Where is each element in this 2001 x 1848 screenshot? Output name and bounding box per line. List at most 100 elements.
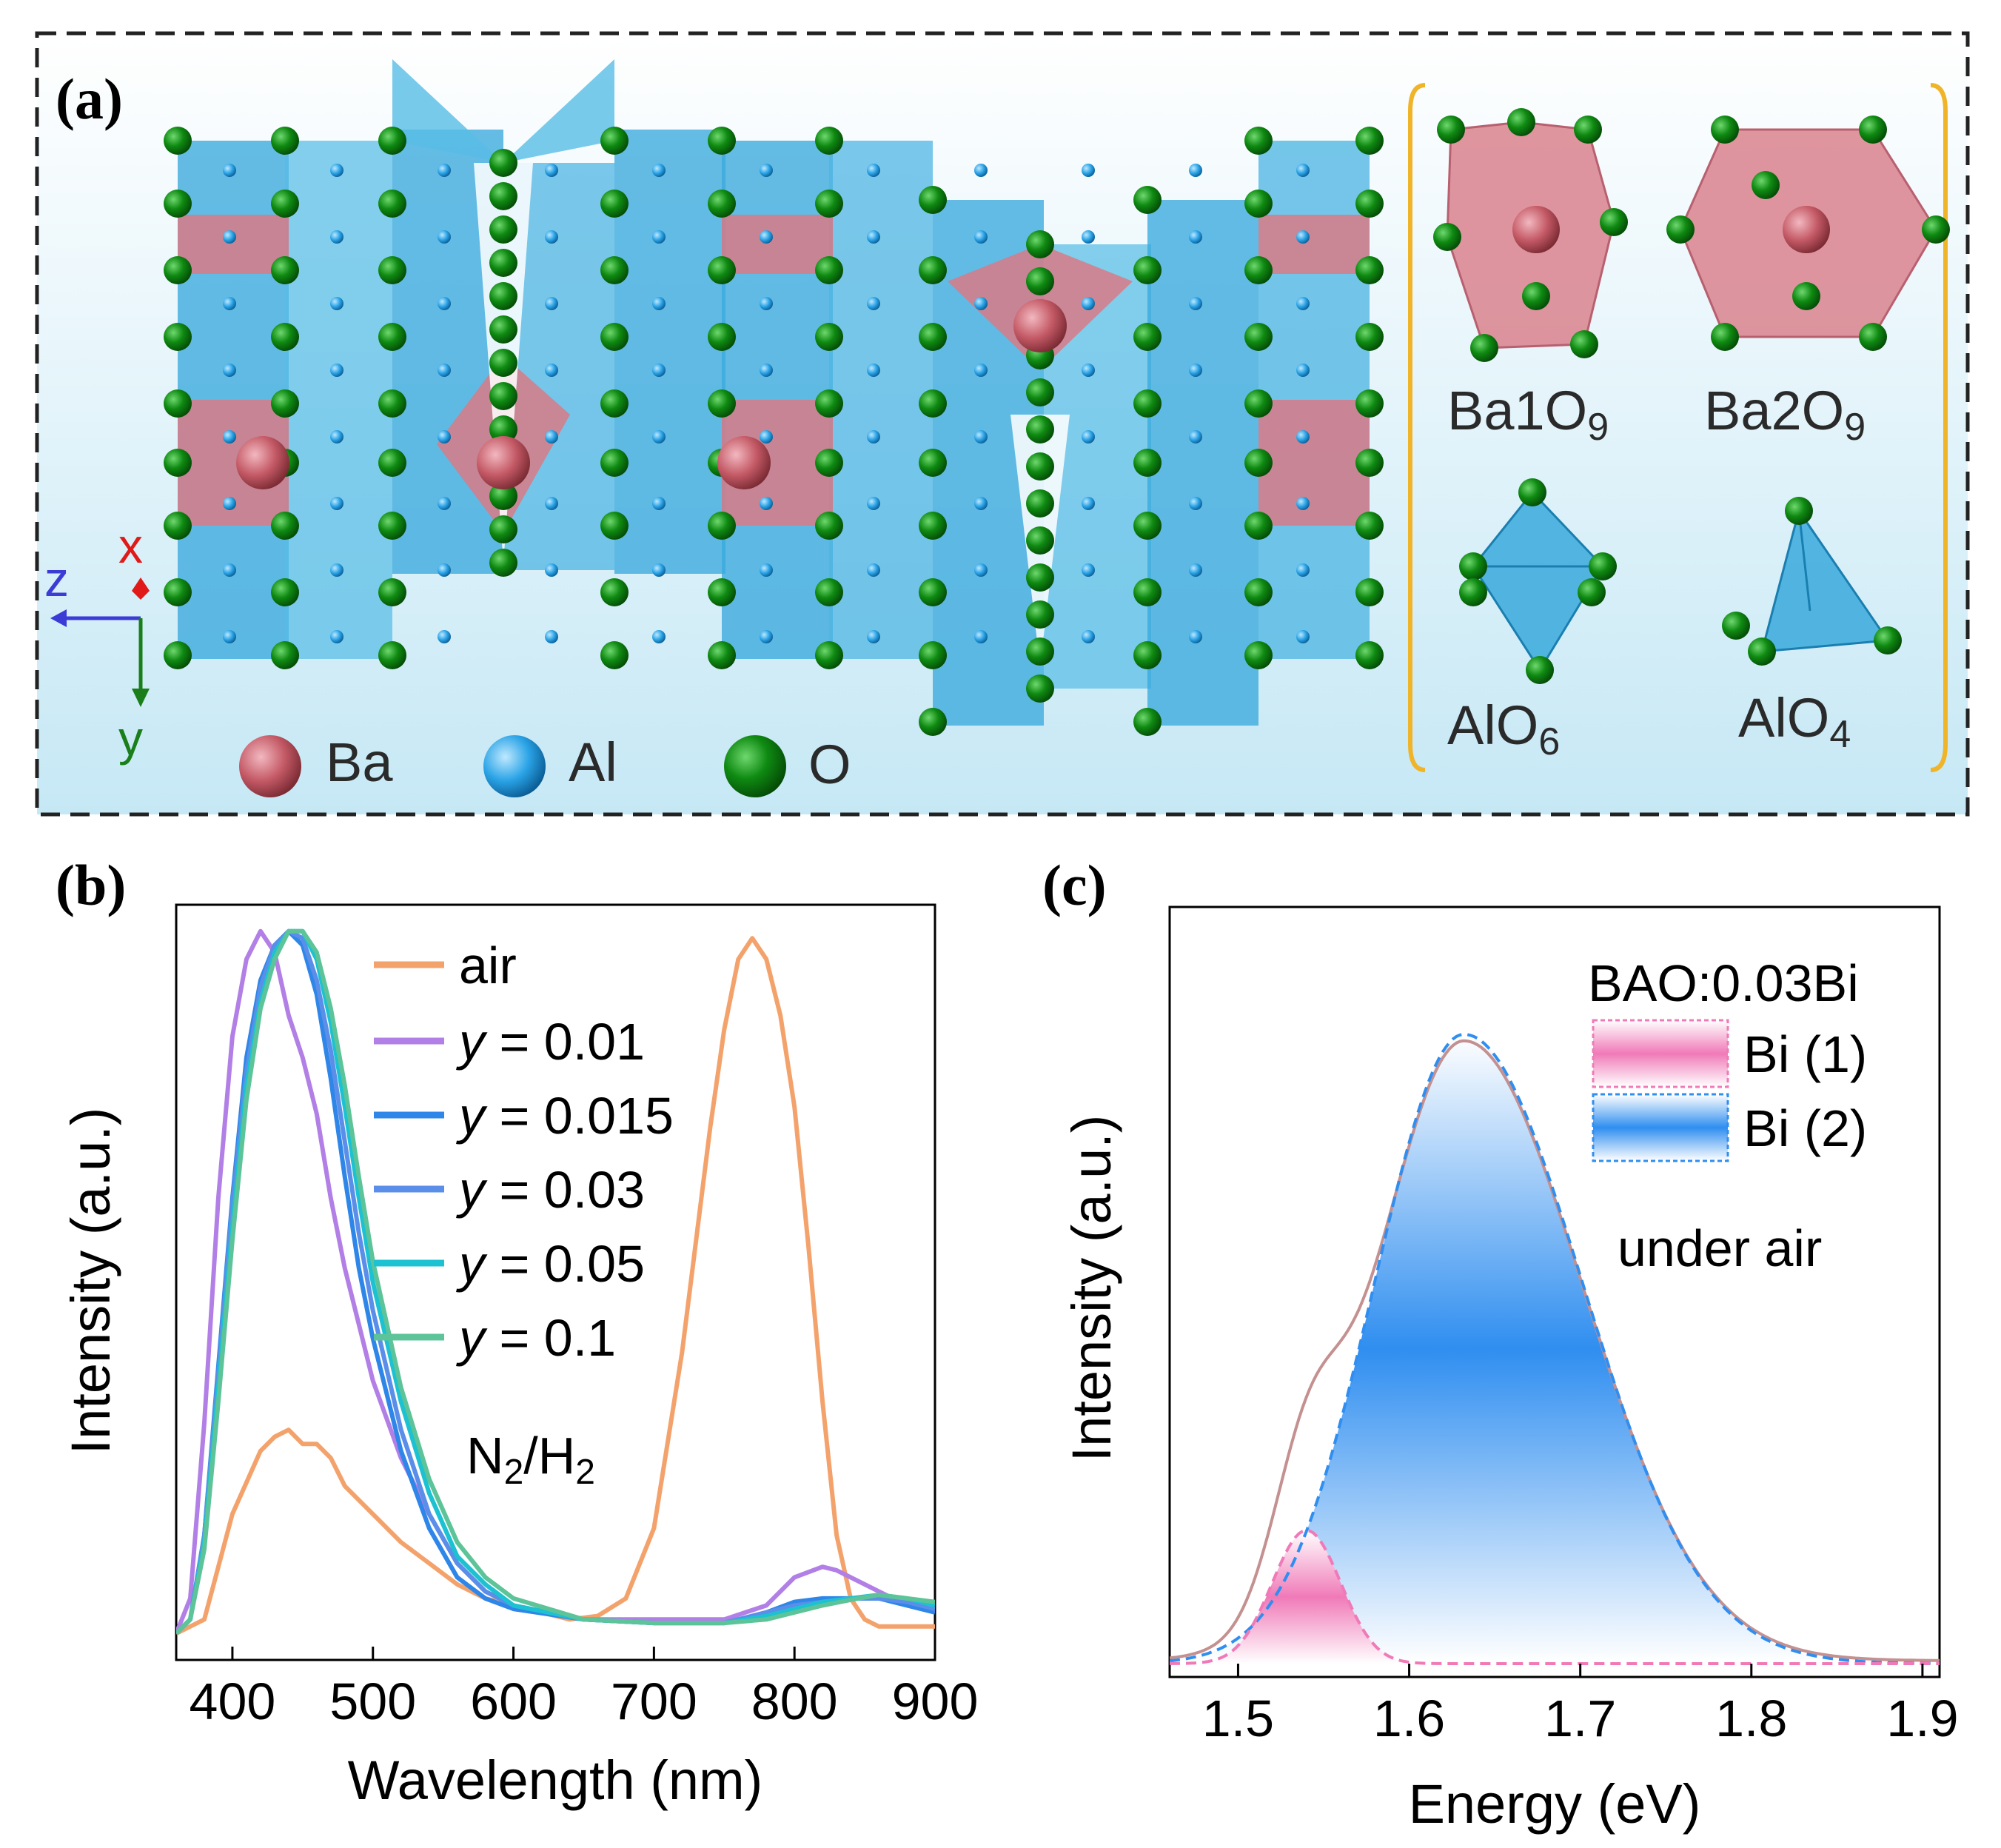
oxygen-atom bbox=[489, 249, 517, 277]
oxygen-atom bbox=[489, 149, 517, 177]
plot-b-annotation: N2/H2 bbox=[466, 1427, 595, 1492]
xtick-label: 1.8 bbox=[1715, 1690, 1787, 1747]
aluminum-atom bbox=[545, 230, 558, 244]
axis-x-label: x bbox=[118, 518, 143, 573]
oxygen-atom bbox=[1244, 389, 1273, 418]
oxygen-atom bbox=[1355, 578, 1384, 606]
plot-c-xticks: 1.5 1.6 1.7 1.8 1.9 bbox=[1202, 1664, 1959, 1747]
oxygen-atom bbox=[815, 323, 843, 351]
aluminum-atom bbox=[760, 164, 773, 177]
oxygen-atom bbox=[1026, 526, 1054, 555]
oxygen-atom bbox=[600, 323, 629, 351]
oxygen-atom bbox=[489, 282, 517, 310]
oxygen-atom bbox=[1133, 449, 1162, 477]
aluminum-atom bbox=[1296, 497, 1310, 510]
aluminum-atom bbox=[545, 164, 558, 177]
oxygen-atom bbox=[1133, 186, 1162, 214]
aluminum-atom bbox=[1189, 297, 1202, 310]
oxygen-atom bbox=[1748, 637, 1776, 666]
oxygen-atom bbox=[1244, 127, 1273, 155]
oxygen-atom bbox=[271, 512, 299, 540]
oxygen-atom bbox=[919, 389, 947, 418]
oxygen-atom bbox=[1922, 215, 1950, 244]
oxygen-atom bbox=[164, 323, 192, 351]
oxygen-atom bbox=[1859, 323, 1887, 351]
oxygen-atom bbox=[1792, 282, 1820, 310]
oxygen-atom bbox=[271, 127, 299, 155]
oxygen-atom bbox=[164, 578, 192, 606]
oxygen-atom bbox=[378, 578, 406, 606]
aluminum-atom bbox=[223, 230, 236, 244]
oxygen-atom bbox=[1785, 497, 1813, 525]
aluminum-atom bbox=[1189, 164, 1202, 177]
aluminum-atom bbox=[974, 563, 988, 577]
oxygen-atom bbox=[815, 578, 843, 606]
oxygen-atom bbox=[1355, 389, 1384, 418]
aluminum-atom bbox=[974, 230, 988, 244]
aluminum-atom bbox=[760, 297, 773, 310]
xtick-label: 500 bbox=[329, 1673, 416, 1730]
plot-b-xticks: 400 500 600 700 800 900 bbox=[190, 1647, 979, 1730]
oxygen-atom bbox=[1459, 578, 1487, 606]
oxygen-atom bbox=[919, 641, 947, 669]
oxygen-atom bbox=[164, 512, 192, 540]
oxygen-atom bbox=[1133, 389, 1162, 418]
oxygen-atom bbox=[1026, 378, 1054, 406]
aluminum-atom bbox=[974, 430, 988, 443]
plot-c-xlabel: Energy (eV) bbox=[1409, 1773, 1701, 1835]
oxygen-atom bbox=[489, 382, 517, 410]
plot-b-xlabel: Wavelength (nm) bbox=[348, 1750, 763, 1811]
aluminum-atom bbox=[330, 497, 343, 510]
ba-atom-icon bbox=[239, 735, 301, 797]
oxygen-atom bbox=[378, 323, 406, 351]
aluminum-atom bbox=[223, 297, 236, 310]
oxygen-atom bbox=[489, 415, 517, 443]
alo6-label: AlO6 bbox=[1447, 694, 1560, 763]
oxygen-atom bbox=[378, 449, 406, 477]
oxygen-atom bbox=[489, 215, 517, 244]
oxygen-atom bbox=[1133, 256, 1162, 284]
barium-atom bbox=[1013, 299, 1067, 352]
oxygen-atom bbox=[164, 190, 192, 218]
ba1o9-label: Ba1O9 bbox=[1447, 380, 1609, 449]
oxygen-atom bbox=[164, 641, 192, 669]
aluminum-atom bbox=[1082, 230, 1095, 244]
xtick-label: 400 bbox=[190, 1673, 276, 1730]
aluminum-atom bbox=[867, 630, 880, 643]
legend-y0015-label: y = 0.015 bbox=[456, 1087, 674, 1145]
oxygen-atom bbox=[164, 256, 192, 284]
ba2o9-label: Ba2O9 bbox=[1704, 380, 1866, 449]
oxygen-atom bbox=[815, 641, 843, 669]
oxygen-atom bbox=[919, 578, 947, 606]
aluminum-atom bbox=[867, 364, 880, 377]
legend-y01-label: y = 0.1 bbox=[456, 1309, 616, 1367]
aluminum-atom bbox=[545, 497, 558, 510]
bi2-area bbox=[1170, 1034, 1940, 1664]
oxygen-atom bbox=[1507, 108, 1535, 136]
oxygen-atom bbox=[378, 190, 406, 218]
oxygen-atom bbox=[919, 323, 947, 351]
oxygen-atom bbox=[489, 482, 517, 510]
oxygen-atom bbox=[600, 641, 629, 669]
oxygen-atom bbox=[1355, 190, 1384, 218]
legend-ba-label: Ba bbox=[326, 732, 393, 793]
oxygen-atom bbox=[815, 127, 843, 155]
xtick-label: 900 bbox=[892, 1673, 979, 1730]
aluminum-atom bbox=[760, 563, 773, 577]
aluminum-atom bbox=[1296, 297, 1310, 310]
oxygen-atom bbox=[815, 449, 843, 477]
oxygen-atom bbox=[1355, 449, 1384, 477]
oxygen-atom bbox=[1752, 171, 1780, 199]
aluminum-atom bbox=[652, 497, 666, 510]
aluminum-atom bbox=[1082, 563, 1095, 577]
oxygen-atom bbox=[1574, 116, 1602, 144]
legend-bi2-swatch bbox=[1592, 1093, 1729, 1162]
oxygen-atom bbox=[271, 256, 299, 284]
oxygen-atom bbox=[271, 641, 299, 669]
inset-oxygen-atoms bbox=[1433, 108, 1950, 684]
oxygen-atom bbox=[1026, 267, 1054, 295]
oxygen-atom bbox=[1026, 674, 1054, 703]
oxygen-atom bbox=[378, 127, 406, 155]
aluminum-atom bbox=[652, 364, 666, 377]
